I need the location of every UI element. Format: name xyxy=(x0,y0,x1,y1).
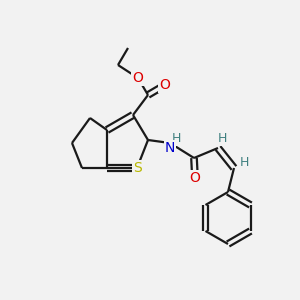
Text: O: O xyxy=(160,78,170,92)
Text: H: H xyxy=(217,131,227,145)
Text: N: N xyxy=(165,141,175,155)
Text: H: H xyxy=(171,131,181,145)
Text: O: O xyxy=(190,171,200,185)
Text: O: O xyxy=(133,71,143,85)
Text: H: H xyxy=(239,157,249,169)
Text: S: S xyxy=(133,161,141,175)
